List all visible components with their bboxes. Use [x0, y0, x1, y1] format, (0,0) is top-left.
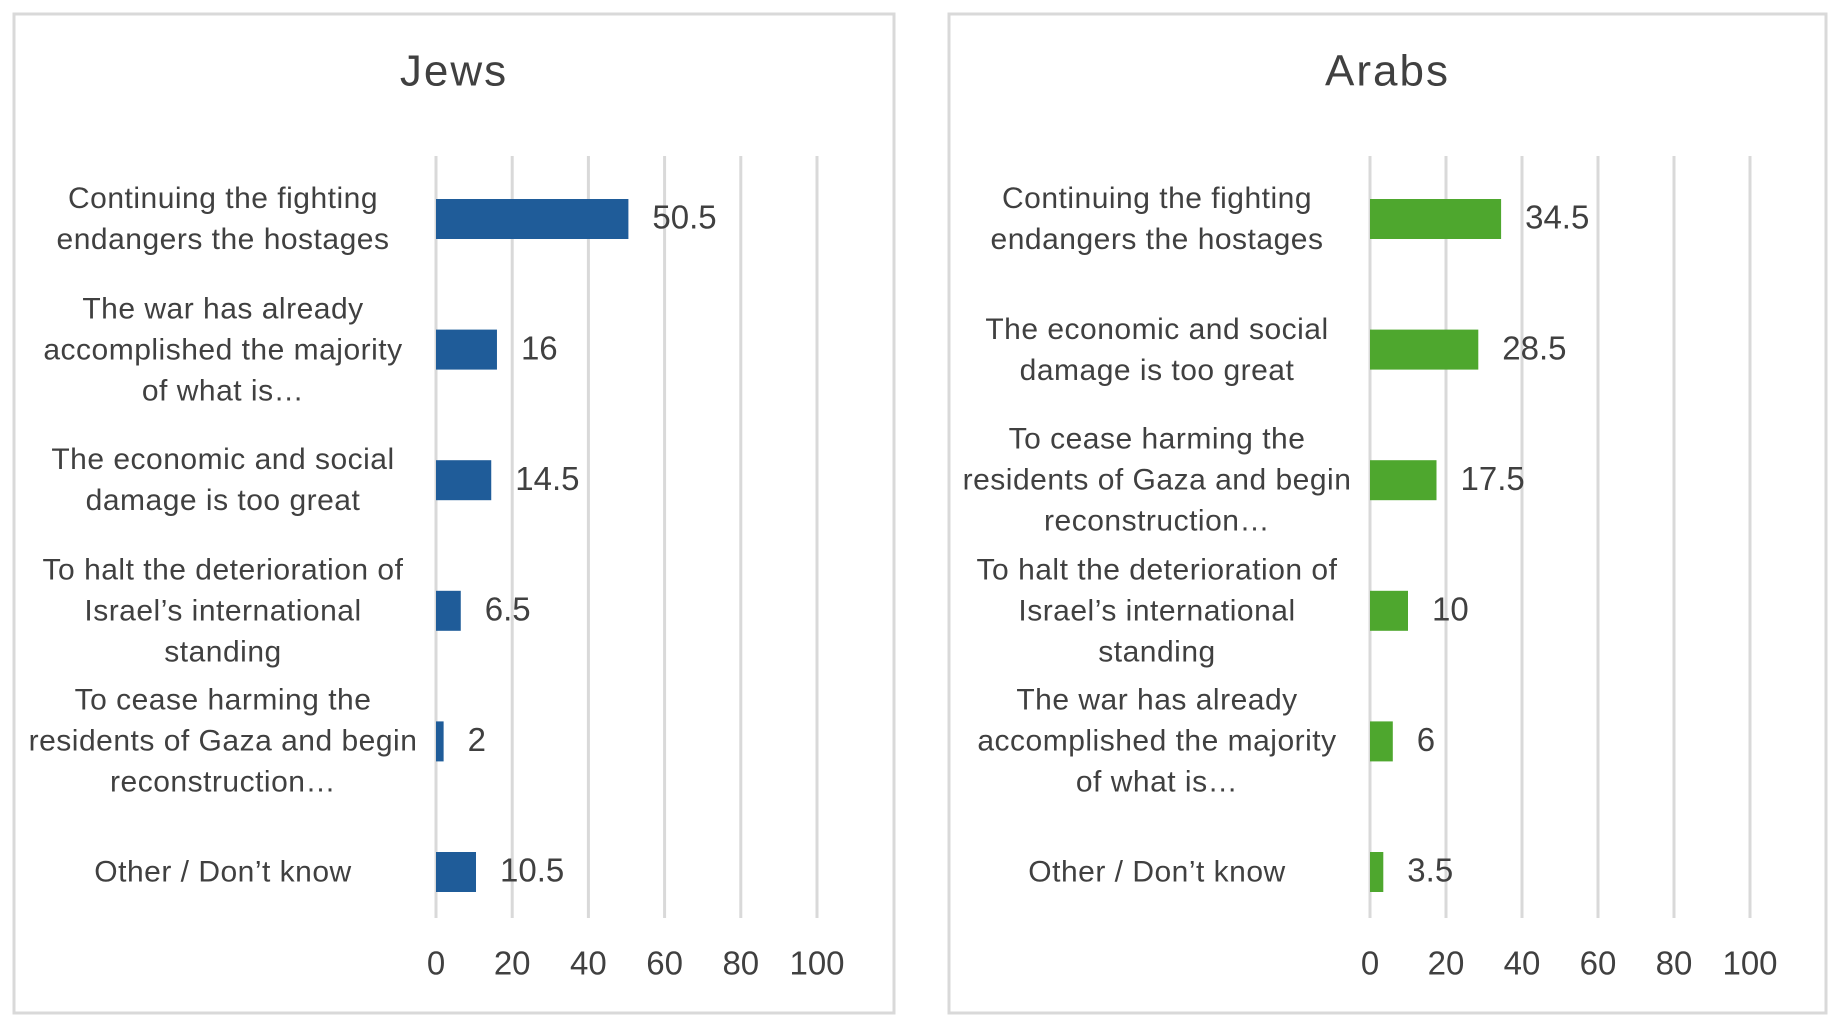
- bar: [1370, 590, 1408, 631]
- bar: [436, 329, 497, 370]
- value-label: 28.5: [1502, 329, 1566, 366]
- x-tick-label: 80: [1656, 945, 1693, 982]
- category-label: The economic and social damage is too gr…: [985, 312, 1329, 387]
- category-label: The war has already accomplished the maj…: [43, 292, 403, 408]
- value-label: 3.5: [1407, 852, 1453, 889]
- x-tick-label: 0: [427, 945, 445, 982]
- value-label: 50.5: [652, 199, 716, 236]
- x-tick-label: 80: [722, 945, 759, 982]
- category-label: The war has already accomplished the maj…: [977, 683, 1337, 799]
- category-label: The economic and social damage is too gr…: [51, 443, 395, 518]
- x-tick-label: 40: [570, 945, 607, 982]
- value-label: 10: [1432, 591, 1469, 628]
- value-label: 6: [1417, 721, 1435, 758]
- value-label: 17.5: [1461, 460, 1525, 497]
- x-tick-label: 60: [646, 945, 683, 982]
- chart-title: Arabs: [1325, 47, 1450, 96]
- bar: [1370, 199, 1502, 239]
- x-tick-label: 20: [494, 945, 531, 982]
- x-tick-label: 20: [1428, 945, 1465, 982]
- bar: [1370, 329, 1479, 370]
- x-tick-label: 100: [1722, 945, 1777, 982]
- value-label: 6.5: [485, 591, 531, 628]
- bar: [1370, 852, 1384, 892]
- value-label: 2: [468, 721, 486, 758]
- category-label: To halt the deterioration of Israel’s in…: [976, 553, 1338, 669]
- category-label: Continuing the fighting endangers the ho…: [56, 182, 390, 256]
- value-label: 16: [521, 329, 558, 366]
- category-label: Other / Don’t know: [94, 855, 352, 889]
- panel-border: [947, 12, 1828, 1015]
- category-label: To halt the deterioration of Israel’s in…: [42, 553, 404, 669]
- x-tick-label: 0: [1361, 945, 1379, 982]
- bar: [1370, 721, 1393, 762]
- category-label: To cease harming the residents of Gaza a…: [962, 422, 1352, 538]
- bar: [436, 852, 477, 892]
- bar: [1370, 460, 1437, 501]
- category-label: To cease harming the residents of Gaza a…: [28, 683, 418, 799]
- value-label: 14.5: [515, 460, 579, 497]
- bar: [436, 199, 629, 239]
- category-label: Continuing the fighting endangers the ho…: [990, 182, 1324, 256]
- category-label: Other / Don’t know: [1028, 855, 1286, 889]
- panel-border: [12, 12, 896, 1015]
- x-tick-label: 60: [1580, 945, 1617, 982]
- bar: [436, 460, 492, 501]
- chart-title: Jews: [400, 47, 508, 96]
- value-label: 34.5: [1525, 199, 1589, 236]
- bar: [436, 721, 444, 762]
- value-label: 10.5: [500, 852, 564, 889]
- x-tick-label: 40: [1504, 945, 1541, 982]
- bar: [436, 590, 461, 631]
- x-tick-label: 100: [789, 945, 844, 982]
